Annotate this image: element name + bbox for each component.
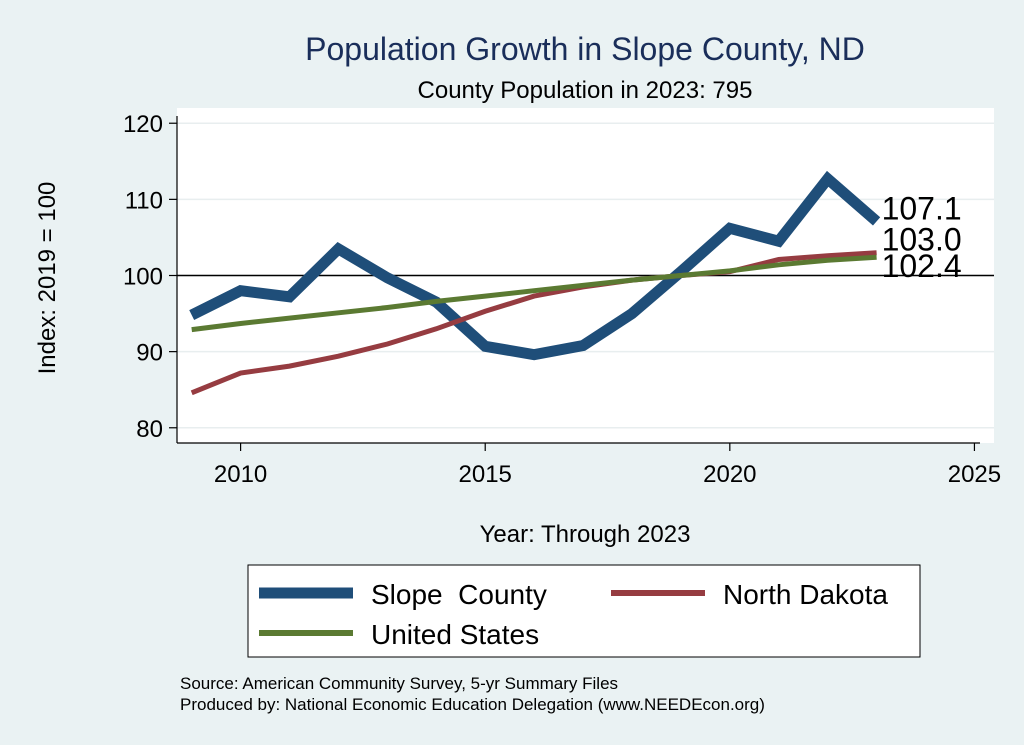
end-label-united-states: 102.4: [882, 248, 962, 284]
series-lines: [189, 170, 881, 396]
legend-label-north-dakota: North Dakota: [723, 579, 888, 610]
y-tick-label-110: 110: [125, 187, 163, 214]
end-label-slope-county: 107.1: [882, 190, 962, 226]
legend-box: [247, 564, 921, 658]
x-tick-label-2020: 2020: [703, 461, 756, 488]
legend: Slope County North Dakota United States: [247, 564, 921, 658]
x-axis-title: Year: Through 2023: [480, 521, 691, 548]
y-tick-label-90: 90: [136, 340, 163, 367]
y-tick-label-80: 80: [136, 416, 163, 443]
chart-title: Population Growth in Slope County, ND: [305, 31, 865, 67]
series-line-united-states: [191, 254, 877, 333]
series-line-north-dakota: [190, 250, 877, 396]
axes: 80 90 100 110 120 2010 2015 2020 2025: [123, 111, 1001, 488]
y-tick-label-100: 100: [123, 264, 163, 291]
legend-label-united-states: United States: [371, 619, 539, 650]
x-tick-label-2015: 2015: [459, 461, 512, 488]
end-label-north-dakota: 103.0: [882, 222, 962, 258]
produced-by-line: Produced by: National Economic Education…: [180, 695, 765, 714]
x-tick-label-2010: 2010: [214, 461, 267, 488]
x-tick-label-2025: 2025: [948, 461, 1001, 488]
chart-subtitle: County Population in 2023: 795: [418, 77, 753, 104]
y-tick-label-120: 120: [123, 111, 163, 138]
y-axis-title: Index: 2019 = 100: [34, 182, 61, 375]
series-line-slope-county: [189, 170, 881, 361]
source-line: Source: American Community Survey, 5-yr …: [180, 674, 618, 693]
legend-label-slope-county: Slope County: [371, 579, 547, 610]
